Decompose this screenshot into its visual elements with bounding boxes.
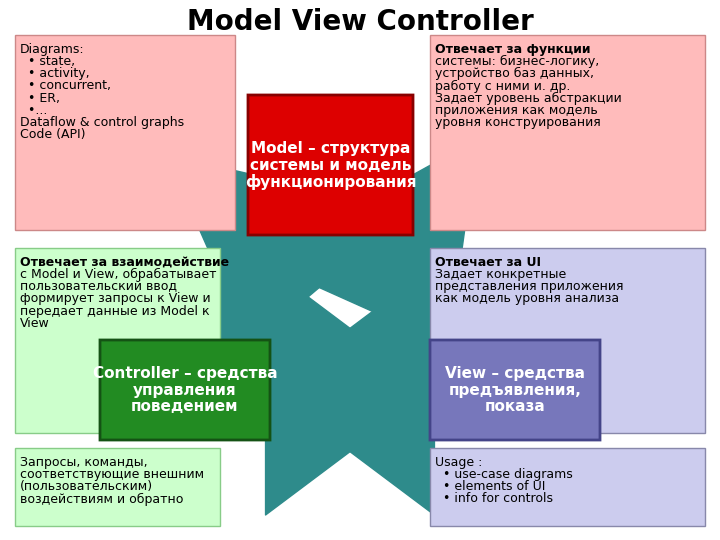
Text: Controller – средства: Controller – средства — [93, 366, 277, 381]
FancyBboxPatch shape — [430, 340, 600, 440]
Text: • state,: • state, — [20, 55, 75, 68]
Text: соответствующие внешним: соответствующие внешним — [20, 468, 204, 481]
Text: • use-case diagrams: • use-case diagrams — [435, 468, 572, 481]
Text: • ER,: • ER, — [20, 92, 60, 105]
Text: воздействиям и обратно: воздействиям и обратно — [20, 492, 184, 505]
Text: Задает конкретные: Задает конкретные — [435, 268, 566, 281]
Text: передает данные из Model к: передает данные из Model к — [20, 305, 210, 318]
Text: Отвечает за взаимодействие: Отвечает за взаимодействие — [20, 256, 229, 269]
Text: Code (API): Code (API) — [20, 128, 86, 141]
Text: Diagrams:: Diagrams: — [20, 43, 85, 56]
Text: системы и модель: системы и модель — [250, 158, 411, 172]
Text: Model View Controller: Model View Controller — [186, 8, 534, 36]
Text: • elements of UI: • elements of UI — [435, 480, 545, 494]
Text: формирует запросы к View и: формирует запросы к View и — [20, 293, 211, 306]
Text: функционирования: функционирования — [245, 173, 416, 190]
Text: Dataflow & control graphs: Dataflow & control graphs — [20, 116, 184, 129]
FancyBboxPatch shape — [100, 340, 270, 440]
Text: (пользовательским): (пользовательским) — [20, 480, 153, 494]
Text: View: View — [20, 317, 50, 330]
FancyBboxPatch shape — [15, 35, 235, 230]
Text: Задает уровень абстракции: Задает уровень абстракции — [435, 92, 622, 105]
Text: системы: бизнес-логику,: системы: бизнес-логику, — [435, 55, 599, 68]
Text: устройство баз данных,: устройство баз данных, — [435, 68, 594, 80]
Text: поведением: поведением — [131, 399, 239, 414]
FancyBboxPatch shape — [430, 35, 705, 230]
FancyBboxPatch shape — [15, 448, 220, 526]
Text: пользовательский ввод: пользовательский ввод — [20, 280, 177, 293]
Text: как модель уровня анализа: как модель уровня анализа — [435, 293, 619, 306]
FancyBboxPatch shape — [15, 248, 220, 433]
Text: предъявления,: предъявления, — [449, 382, 582, 397]
FancyBboxPatch shape — [248, 95, 413, 235]
Text: Отвечает за функции: Отвечает за функции — [435, 43, 590, 56]
Text: показа: показа — [485, 399, 545, 414]
FancyBboxPatch shape — [430, 448, 705, 526]
Text: Usage :: Usage : — [435, 456, 482, 469]
FancyBboxPatch shape — [430, 248, 705, 433]
Text: управления: управления — [133, 382, 237, 397]
Text: •...: •... — [20, 104, 48, 117]
Text: представления приложения: представления приложения — [435, 280, 624, 293]
Text: View – средства: View – средства — [445, 366, 585, 381]
Text: • info for controls: • info for controls — [435, 492, 553, 505]
Text: работу с ними и. др.: работу с ними и. др. — [435, 79, 570, 92]
Text: приложения как модель: приложения как модель — [435, 104, 598, 117]
Text: • activity,: • activity, — [20, 68, 89, 80]
Text: уровня конструирования: уровня конструирования — [435, 116, 600, 129]
Text: Model – структура: Model – структура — [251, 141, 410, 156]
Text: • concurrent,: • concurrent, — [20, 79, 111, 92]
Text: Отвечает за UI: Отвечает за UI — [435, 256, 541, 269]
Text: Запросы, команды,: Запросы, команды, — [20, 456, 148, 469]
Text: с Model и View, обрабатывает: с Model и View, обрабатывает — [20, 268, 217, 281]
